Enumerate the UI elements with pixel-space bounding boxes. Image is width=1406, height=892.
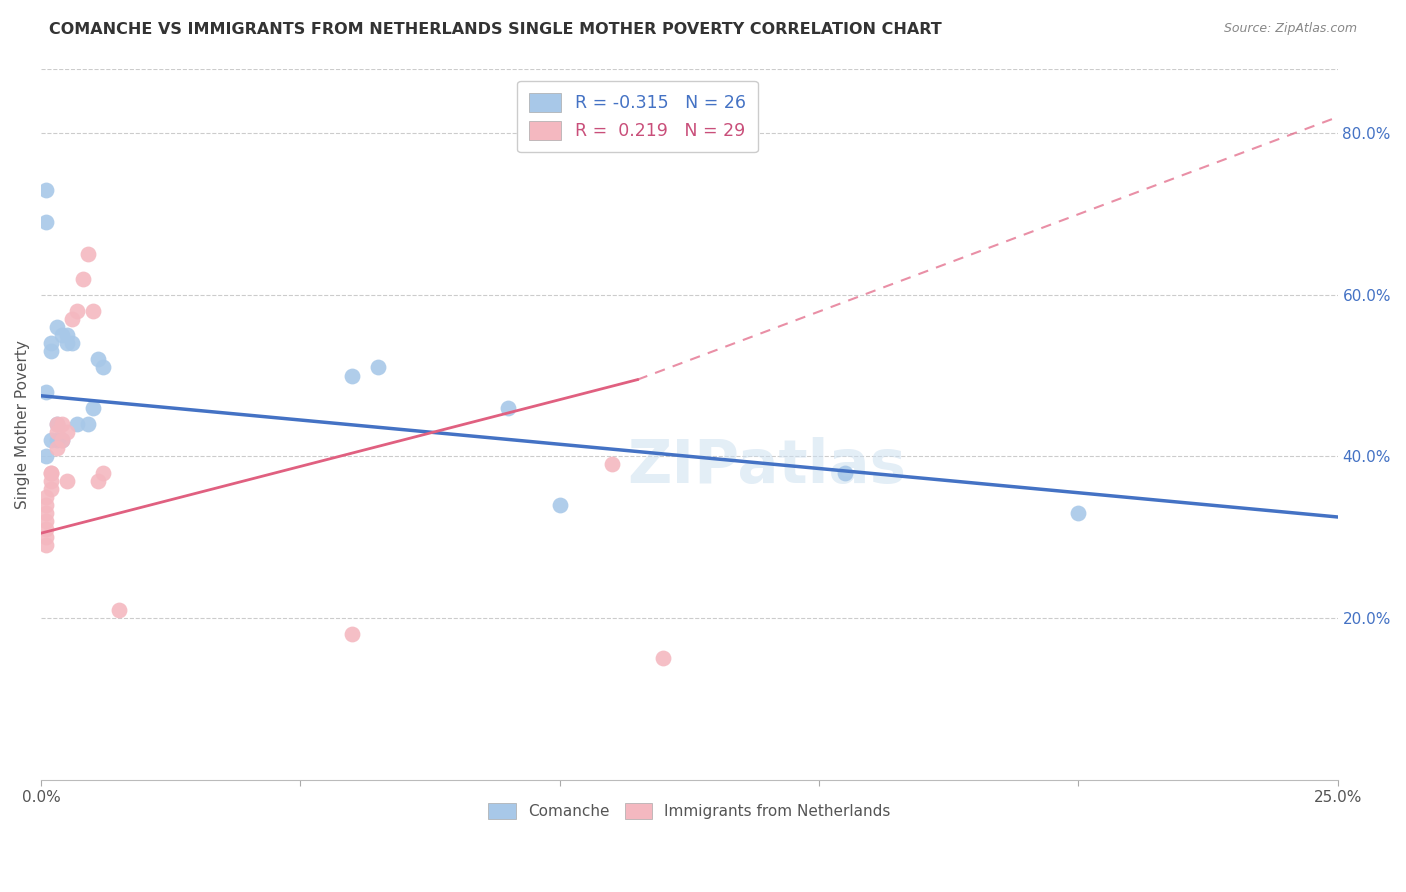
Point xyxy=(45,320,67,334)
Point xyxy=(82,401,104,415)
Text: COMANCHE VS IMMIGRANTS FROM NETHERLANDS SINGLE MOTHER POVERTY CORRELATION CHART: COMANCHE VS IMMIGRANTS FROM NETHERLANDS … xyxy=(49,22,942,37)
Point xyxy=(496,401,519,415)
Point xyxy=(87,474,110,488)
Point xyxy=(35,538,58,552)
Point xyxy=(56,474,79,488)
Point xyxy=(51,434,73,448)
Point xyxy=(35,215,58,229)
Point xyxy=(56,328,79,343)
Point xyxy=(51,417,73,431)
Point xyxy=(41,466,63,480)
Point xyxy=(342,627,364,641)
Point xyxy=(834,466,856,480)
Point xyxy=(87,352,110,367)
Point xyxy=(41,434,63,448)
Point xyxy=(35,506,58,520)
Point xyxy=(35,530,58,544)
Point xyxy=(51,328,73,343)
Point xyxy=(82,304,104,318)
Point xyxy=(35,498,58,512)
Point xyxy=(548,498,571,512)
Point xyxy=(342,368,364,383)
Point xyxy=(41,482,63,496)
Point xyxy=(41,336,63,351)
Point xyxy=(41,466,63,480)
Point xyxy=(60,336,83,351)
Point xyxy=(93,360,115,375)
Point xyxy=(41,344,63,359)
Point xyxy=(41,474,63,488)
Point xyxy=(45,417,67,431)
Point xyxy=(66,304,89,318)
Point xyxy=(72,271,94,285)
Point xyxy=(367,360,389,375)
Point xyxy=(66,417,89,431)
Point xyxy=(600,458,623,472)
Point xyxy=(56,425,79,439)
Point xyxy=(93,466,115,480)
Point xyxy=(35,384,58,399)
Point xyxy=(56,336,79,351)
Point xyxy=(60,312,83,326)
Point xyxy=(652,651,675,665)
Text: Source: ZipAtlas.com: Source: ZipAtlas.com xyxy=(1223,22,1357,36)
Point xyxy=(35,514,58,528)
Point xyxy=(51,434,73,448)
Point xyxy=(76,417,98,431)
Legend: Comanche, Immigrants from Netherlands: Comanche, Immigrants from Netherlands xyxy=(482,797,897,825)
Point xyxy=(35,450,58,464)
Point xyxy=(76,247,98,261)
Point xyxy=(35,490,58,504)
Point xyxy=(108,603,131,617)
Point xyxy=(45,425,67,439)
Y-axis label: Single Mother Poverty: Single Mother Poverty xyxy=(15,340,30,508)
Point xyxy=(35,183,58,197)
Point xyxy=(35,522,58,536)
Point xyxy=(45,434,67,448)
Point xyxy=(1067,506,1090,520)
Text: ZIPatlas: ZIPatlas xyxy=(627,437,907,496)
Point xyxy=(45,442,67,456)
Point xyxy=(45,417,67,431)
